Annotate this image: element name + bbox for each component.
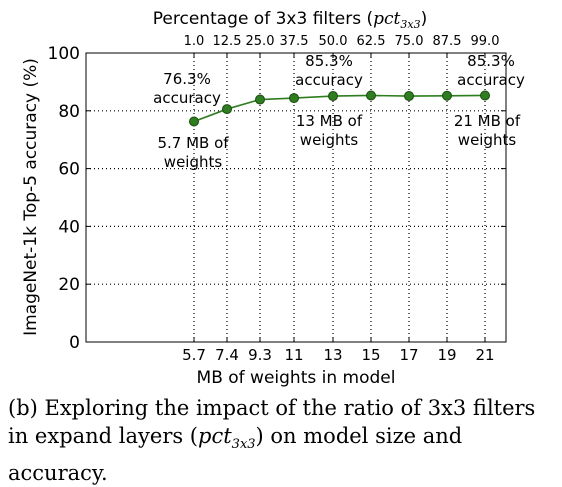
top-tick-label-1: 12.5: [213, 34, 242, 49]
x-axis-label: MB of weights in model: [197, 368, 396, 388]
top-tick-label-7: 87.5: [433, 34, 462, 49]
y-tick-label-2: 40: [58, 217, 80, 237]
annotation-4: 85.3% accuracy: [457, 52, 525, 89]
x-tick-label-1: 7.4: [215, 346, 239, 364]
chart: Percentage of 3x3 filters (pct3x3) 1.0 12…: [21, 9, 525, 388]
x-tick-label-7: 19: [437, 346, 456, 364]
x-tick-labels: 5.7 7.4 9.3 11 13 15 17 19 21: [182, 337, 495, 364]
data-point-1: [222, 104, 232, 115]
y-tick-label-1: 20: [58, 275, 80, 295]
x-tick-label-0: 5.7: [182, 346, 206, 364]
x-tick-label-4: 13: [323, 346, 342, 364]
top-tick-label-4: 50.0: [319, 34, 348, 49]
data-series: [189, 90, 490, 127]
annotation-0: 76.3% accuracy: [153, 70, 221, 107]
y-tick-label-4: 80: [58, 102, 80, 122]
top-tick-label-3: 37.5: [280, 34, 309, 49]
annotations: 76.3% accuracy 5.7 MB of weights 85.3% accura…: [153, 52, 525, 171]
x-tick-label-3: 11: [284, 346, 303, 364]
data-point-4: [328, 91, 338, 102]
x-tick-label-6: 17: [399, 346, 418, 364]
top-axis-label: Percentage of 3x3 filters (pct3x3): [153, 9, 427, 31]
figure-caption: (b) Exploring the impact of the ratio of…: [8, 396, 536, 486]
top-tick-label-5: 62.5: [357, 34, 386, 49]
x-tick-label-5: 15: [361, 346, 380, 364]
data-point-3: [289, 93, 299, 104]
y-tick-labels: 0 20 40 60 80 100: [48, 44, 506, 353]
top-tick-label-8: 99.0: [471, 34, 500, 49]
data-point-2: [255, 94, 265, 105]
annotation-1: 5.7 MB of weights: [157, 134, 229, 171]
y-tick-label-0: 0: [69, 333, 80, 353]
y-tick-label-5: 100: [48, 44, 80, 64]
x-tick-label-8: 21: [475, 346, 494, 364]
top-tick-labels: 1.0 12.5 25.0 37.5 50.0 62.5 75.0 87.5 99.0: [184, 34, 500, 58]
top-tick-label-0: 1.0: [184, 34, 205, 49]
data-point-0: [189, 116, 199, 127]
top-tick-label-6: 75.0: [395, 34, 424, 49]
data-point-8: [480, 90, 490, 101]
data-point-5: [366, 90, 376, 101]
annotation-3: 13 MB of weights: [296, 112, 363, 149]
plot-frame: [85, 52, 507, 343]
annotation-2: 85.3% accuracy: [295, 52, 363, 89]
data-point-7: [442, 90, 452, 101]
data-point-6: [404, 91, 414, 102]
y-tick-label-3: 60: [58, 160, 80, 180]
top-tick-label-2: 25.0: [246, 34, 275, 49]
x-tick-label-2: 9.3: [248, 346, 272, 364]
annotation-5: 21 MB of weights: [454, 112, 521, 149]
y-axis-label: ImageNet-1k Top-5 accuracy (%): [21, 58, 41, 336]
